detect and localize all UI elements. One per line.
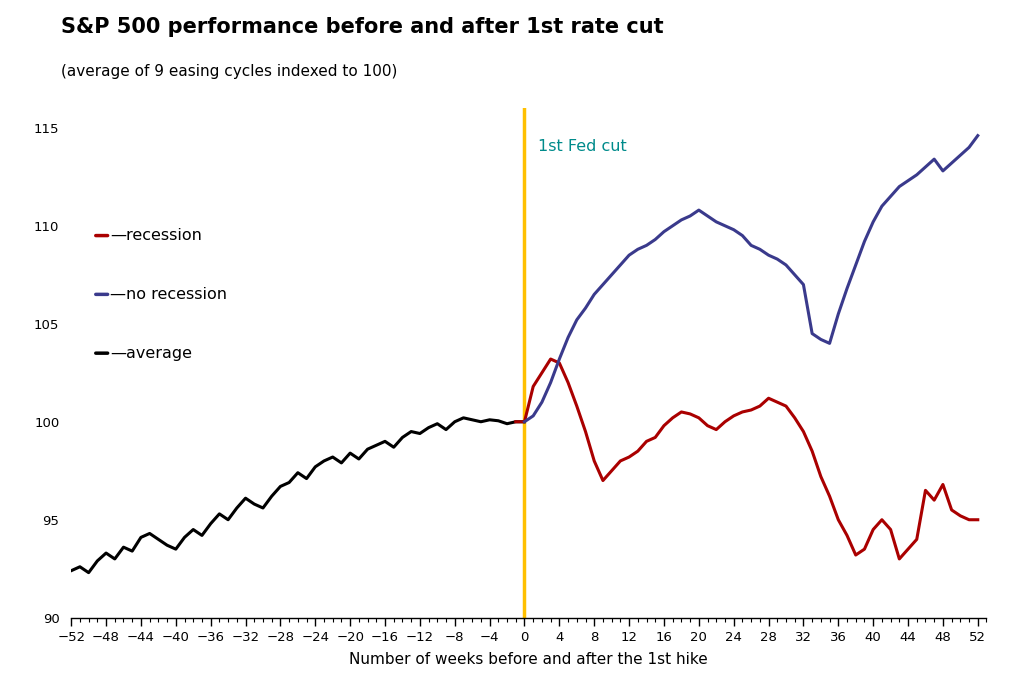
Text: —recession: —recession [111,228,202,243]
Text: —no recession: —no recession [111,287,228,302]
X-axis label: Number of weeks before and after the 1st hike: Number of weeks before and after the 1st… [350,652,708,667]
Text: (average of 9 easing cycles indexed to 100): (average of 9 easing cycles indexed to 1… [61,64,398,79]
Text: 1st Fed cut: 1st Fed cut [538,140,626,154]
Text: —average: —average [111,346,192,361]
Text: S&P 500 performance before and after 1st rate cut: S&P 500 performance before and after 1st… [61,17,664,38]
